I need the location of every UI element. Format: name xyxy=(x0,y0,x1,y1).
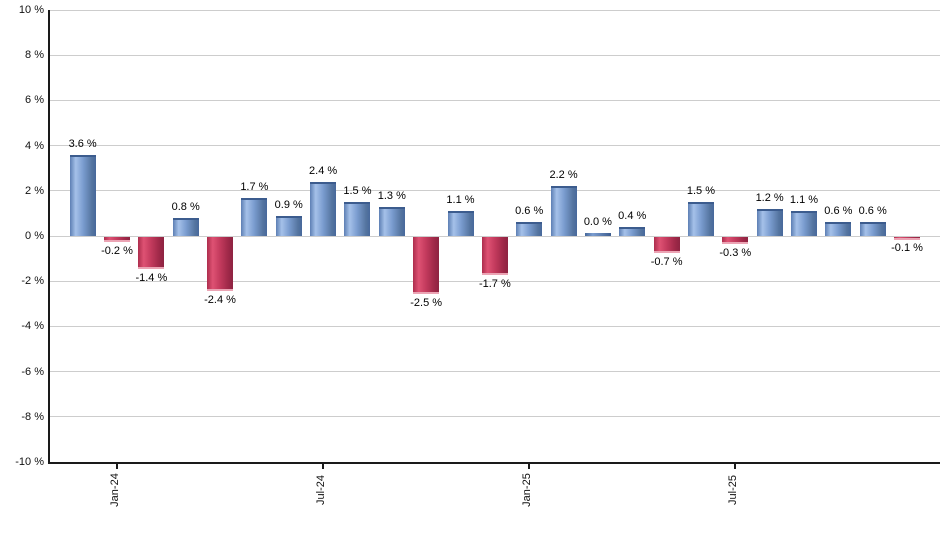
gridline xyxy=(48,371,940,373)
bar xyxy=(413,237,440,294)
bar xyxy=(894,237,921,240)
y-axis-tick-label: 4 % xyxy=(25,139,44,152)
x-axis-tick xyxy=(734,462,737,469)
bar-value-label: 0.6 % xyxy=(824,205,853,218)
y-axis-tick-label: 0 % xyxy=(25,230,44,242)
bar xyxy=(344,202,371,236)
y-axis-tick-label: -4 % xyxy=(21,320,44,333)
bar xyxy=(275,215,302,236)
bar-value-label: -0.3 % xyxy=(719,246,752,259)
y-axis-tick-label: -10 % xyxy=(15,456,44,468)
bar xyxy=(69,154,96,236)
x-axis-tick-label: Jul-25 xyxy=(727,475,740,505)
gridline xyxy=(48,54,940,56)
bar xyxy=(687,202,714,236)
bar-value-label: 1.1 % xyxy=(789,194,819,207)
bar xyxy=(241,197,268,236)
bar-value-label: 1.5 % xyxy=(343,185,372,198)
bar-value-label: -0.1 % xyxy=(891,242,923,255)
y-axis-tick-label: -6 % xyxy=(21,365,44,378)
bar xyxy=(653,237,680,253)
y-axis-tick-label: -2 % xyxy=(21,275,44,288)
gridline xyxy=(48,280,940,282)
x-axis-tick xyxy=(322,462,325,469)
bar xyxy=(516,222,543,236)
y-axis-tick-label: 2 % xyxy=(25,184,44,197)
bar-value-label: 1.1 % xyxy=(446,194,475,207)
bar xyxy=(756,208,783,236)
gridline xyxy=(48,235,940,237)
bar xyxy=(378,206,405,236)
bar xyxy=(859,222,886,236)
gridline xyxy=(48,190,940,192)
bar-value-label: 0.6 % xyxy=(515,205,544,218)
bar-value-label: 1.2 % xyxy=(755,191,784,204)
bar-value-label: 0.8 % xyxy=(171,200,200,213)
bar-value-label: 3.6 % xyxy=(68,137,97,150)
x-axis-tick-label: Jan-25 xyxy=(521,473,534,507)
y-axis-tick-label: 8 % xyxy=(25,49,44,62)
bar xyxy=(104,237,130,242)
x-axis-line xyxy=(48,461,940,464)
bar xyxy=(447,211,474,236)
bar xyxy=(791,211,817,236)
bar xyxy=(550,186,577,236)
bar xyxy=(481,237,508,276)
gridline xyxy=(48,9,940,11)
bar xyxy=(619,226,646,236)
x-axis-tick xyxy=(528,462,531,469)
gridline xyxy=(48,416,940,418)
gridline xyxy=(48,145,940,147)
y-axis-tick-label: 6 % xyxy=(25,94,44,107)
bar-value-label: 1.7 % xyxy=(240,180,269,193)
bar-value-label: 1.5 % xyxy=(686,185,715,198)
x-axis-tick-label: Jul-24 xyxy=(315,475,328,505)
gridline xyxy=(48,99,940,101)
y-axis-tick-label: 10 % xyxy=(18,4,44,16)
bar xyxy=(138,237,165,269)
bar-value-label: -2.4 % xyxy=(204,294,236,307)
bar-value-label: 0.6 % xyxy=(858,205,887,218)
bar xyxy=(584,233,611,236)
bar-value-label: 1.3 % xyxy=(377,189,406,202)
bar-value-label: 0.9 % xyxy=(274,198,303,211)
bar-value-label: -0.7 % xyxy=(650,255,683,268)
x-axis-tick xyxy=(116,462,118,469)
bar-value-label: -0.2 % xyxy=(101,244,133,257)
bar-value-label: 0.4 % xyxy=(618,209,647,222)
bar-value-label: 2.4 % xyxy=(309,164,338,177)
bar-value-label: 0.0 % xyxy=(583,216,612,228)
bar-value-label: -1.7 % xyxy=(478,278,511,291)
bar xyxy=(172,217,199,236)
gridline xyxy=(48,325,940,327)
bar xyxy=(825,222,852,236)
bar-value-label: -2.5 % xyxy=(410,296,443,309)
x-axis-tick-label: Jan-24 xyxy=(109,473,121,507)
y-axis-line xyxy=(48,10,50,464)
bar xyxy=(310,181,337,236)
bar xyxy=(722,237,749,244)
bar xyxy=(207,237,234,292)
y-axis-tick-label: -8 % xyxy=(21,410,44,423)
bar-value-label: -1.4 % xyxy=(135,271,168,284)
bar-value-label: 2.2 % xyxy=(549,169,578,182)
